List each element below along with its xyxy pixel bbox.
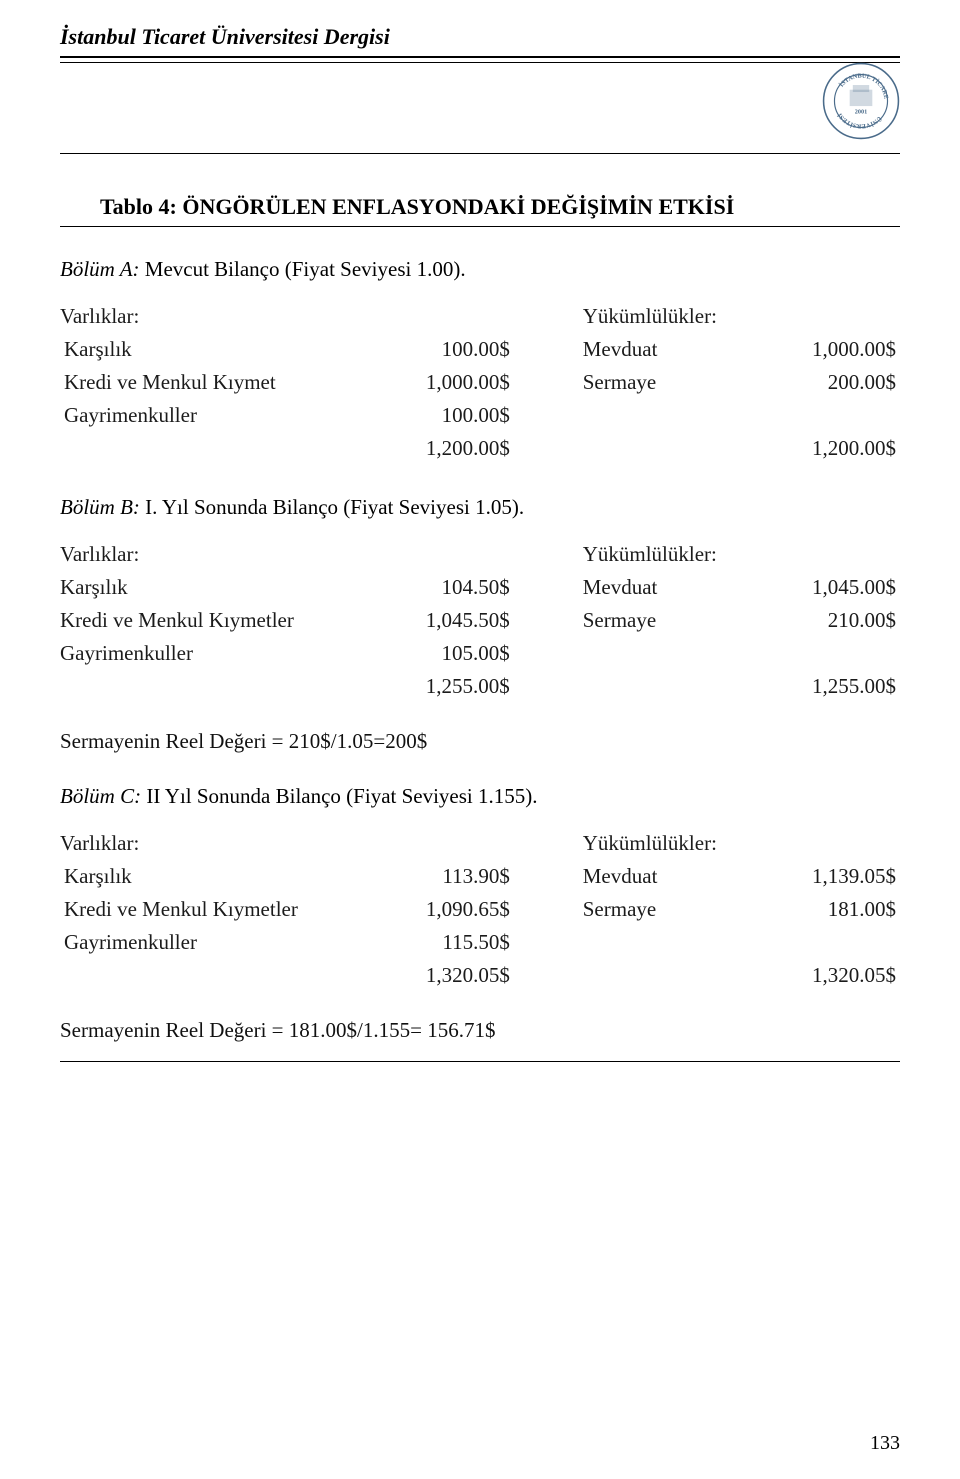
section-a-heading: Bölüm A: Mevcut Bilanço (Fiyat Seviyesi …: [60, 257, 900, 282]
liab-value: 181.00$: [755, 893, 900, 926]
assets-header: Varlıklar:: [60, 827, 359, 860]
table-row: Kredi ve Menkul Kıymetler 1,045.50$ Serm…: [60, 604, 900, 637]
table-row: Karşılık 100.00$ Mevduat 1,000.00$: [60, 333, 900, 366]
section-a-rest: Mevcut Bilanço (Fiyat Seviyesi 1.00).: [140, 257, 466, 281]
liab-label: Sermaye: [579, 893, 755, 926]
seal-year: 2001: [855, 108, 867, 115]
balance-table-c: Varlıklar: Yükümlülükler: Karşılık 113.9…: [60, 827, 900, 992]
liab-total: 1,200.00$: [755, 432, 900, 465]
liab-value: 1,045.00$: [755, 571, 900, 604]
asset-label: Karşılık: [60, 333, 359, 366]
table-row: Kredi ve Menkul Kıymetler 1,090.65$ Serm…: [60, 893, 900, 926]
asset-value: 1,045.50$: [359, 604, 514, 637]
rule-bottom: [60, 1061, 900, 1062]
real-equity-c: Sermayenin Reel Değeri = 181.00$/1.155= …: [60, 1018, 900, 1043]
page-number: 133: [870, 1432, 900, 1455]
asset-label: Kredi ve Menkul Kıymet: [60, 366, 359, 399]
journal-title: İstanbul Ticaret Üniversitesi Dergisi: [60, 24, 900, 50]
table-title: Tablo 4: ÖNGÖRÜLEN ENFLASYONDAKİ DEĞİŞİM…: [100, 194, 860, 220]
table-row: Karşılık 113.90$ Mevduat 1,139.05$: [60, 860, 900, 893]
table-row-total: 1,200.00$ 1,200.00$: [60, 432, 900, 465]
table-row: Gayrimenkuller 100.00$: [60, 399, 900, 432]
university-seal-icon: İSTANBUL TİCARET ÜNİVERSİTESİ 2001: [822, 62, 900, 140]
section-c-heading: Bölüm C: II Yıl Sonunda Bilanço (Fiyat S…: [60, 784, 900, 809]
asset-value: 115.50$: [359, 926, 514, 959]
header-rule-thick: [60, 56, 900, 58]
table-row: Kredi ve Menkul Kıymet 1,000.00$ Sermaye…: [60, 366, 900, 399]
liab-value: 200.00$: [755, 366, 900, 399]
liab-total: 1,255.00$: [755, 670, 900, 703]
asset-label: Karşılık: [60, 571, 359, 604]
assets-total: 1,255.00$: [359, 670, 514, 703]
section-b-rest: I. Yıl Sonunda Bilanço (Fiyat Seviyesi 1…: [140, 495, 524, 519]
asset-value: 105.00$: [359, 637, 514, 670]
asset-value: 113.90$: [359, 860, 514, 893]
asset-label: Karşılık: [60, 860, 359, 893]
asset-label: Gayrimenkuller: [60, 637, 359, 670]
balance-table-b: Varlıklar: Yükümlülükler: Karşılık 104.5…: [60, 538, 900, 703]
liabilities-header: Yükümlülükler:: [579, 538, 755, 571]
liab-label: Sermaye: [579, 604, 755, 637]
rule-above-title: [60, 153, 900, 154]
asset-value: 104.50$: [359, 571, 514, 604]
rule-below-title: [60, 226, 900, 227]
section-b-heading: Bölüm B: I. Yıl Sonunda Bilanço (Fiyat S…: [60, 495, 900, 520]
table-row-total: 1,320.05$ 1,320.05$: [60, 959, 900, 992]
liabilities-header: Yükümlülükler:: [579, 300, 755, 333]
assets-header: Varlıklar:: [60, 538, 359, 571]
liabilities-header: Yükümlülükler:: [579, 827, 755, 860]
real-equity-b: Sermayenin Reel Değeri = 210$/1.05=200$: [60, 729, 900, 754]
liab-label: Sermaye: [579, 366, 755, 399]
section-c-prefix: Bölüm C:: [60, 784, 141, 808]
table-row: Karşılık 104.50$ Mevduat 1,045.00$: [60, 571, 900, 604]
asset-value: 1,000.00$: [359, 366, 514, 399]
asset-label: Kredi ve Menkul Kıymetler: [60, 604, 359, 637]
liab-label: Mevduat: [579, 333, 755, 366]
asset-label: Gayrimenkuller: [60, 399, 359, 432]
section-c-rest: II Yıl Sonunda Bilanço (Fiyat Seviyesi 1…: [141, 784, 537, 808]
assets-header: Varlıklar:: [60, 300, 359, 333]
assets-total: 1,200.00$: [359, 432, 514, 465]
asset-label: Kredi ve Menkul Kıymetler: [60, 893, 359, 926]
table-row-total: 1,255.00$ 1,255.00$: [60, 670, 900, 703]
section-a-prefix: Bölüm A:: [60, 257, 140, 281]
page: İstanbul Ticaret Üniversitesi Dergisi İS…: [0, 0, 960, 1479]
liab-value: 1,000.00$: [755, 333, 900, 366]
liab-value: 1,139.05$: [755, 860, 900, 893]
asset-value: 1,090.65$: [359, 893, 514, 926]
asset-value: 100.00$: [359, 333, 514, 366]
table-row: Gayrimenkuller 115.50$: [60, 926, 900, 959]
liab-total: 1,320.05$: [755, 959, 900, 992]
asset-label: Gayrimenkuller: [60, 926, 359, 959]
section-b-prefix: Bölüm B:: [60, 495, 140, 519]
asset-value: 100.00$: [359, 399, 514, 432]
table-row: Gayrimenkuller 105.00$: [60, 637, 900, 670]
liab-label: Mevduat: [579, 860, 755, 893]
assets-total: 1,320.05$: [359, 959, 514, 992]
balance-table-a: Varlıklar: Yükümlülükler: Karşılık 100.0…: [60, 300, 900, 465]
liab-label: Mevduat: [579, 571, 755, 604]
liab-value: 210.00$: [755, 604, 900, 637]
